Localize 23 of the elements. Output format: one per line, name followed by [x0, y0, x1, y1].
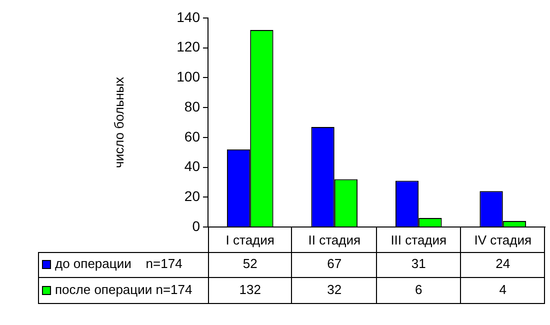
y-tick-label: 60 [184, 128, 200, 144]
data-label: 4 [499, 282, 506, 298]
y-tick-label: 40 [184, 158, 200, 174]
data-label: 31 [411, 256, 426, 272]
y-tick-label: 100 [176, 68, 200, 85]
y-axis-title: число больных [111, 76, 126, 168]
x-tick-label: III стадия [390, 232, 447, 248]
y-tick-label: 20 [184, 188, 200, 204]
y-tick-label: 80 [184, 98, 200, 114]
y-tick-label: 120 [176, 38, 200, 55]
legend-label: до операции n=174 [55, 256, 182, 272]
data-label: 32 [327, 282, 342, 298]
data-label: 132 [239, 282, 261, 298]
data-label: 52 [242, 256, 258, 272]
x-tick-label: II стадия [308, 232, 361, 248]
y-tick-label: 0 [192, 218, 200, 234]
data-label: 24 [496, 256, 510, 272]
y-tick-label: 140 [176, 8, 200, 25]
x-tick-label: I стадия [226, 232, 274, 248]
data-label: 6 [415, 282, 422, 298]
legend-label: после операции n=174 [55, 282, 192, 298]
data-label: 67 [327, 256, 342, 272]
x-tick-label: IV стадия [474, 232, 532, 248]
